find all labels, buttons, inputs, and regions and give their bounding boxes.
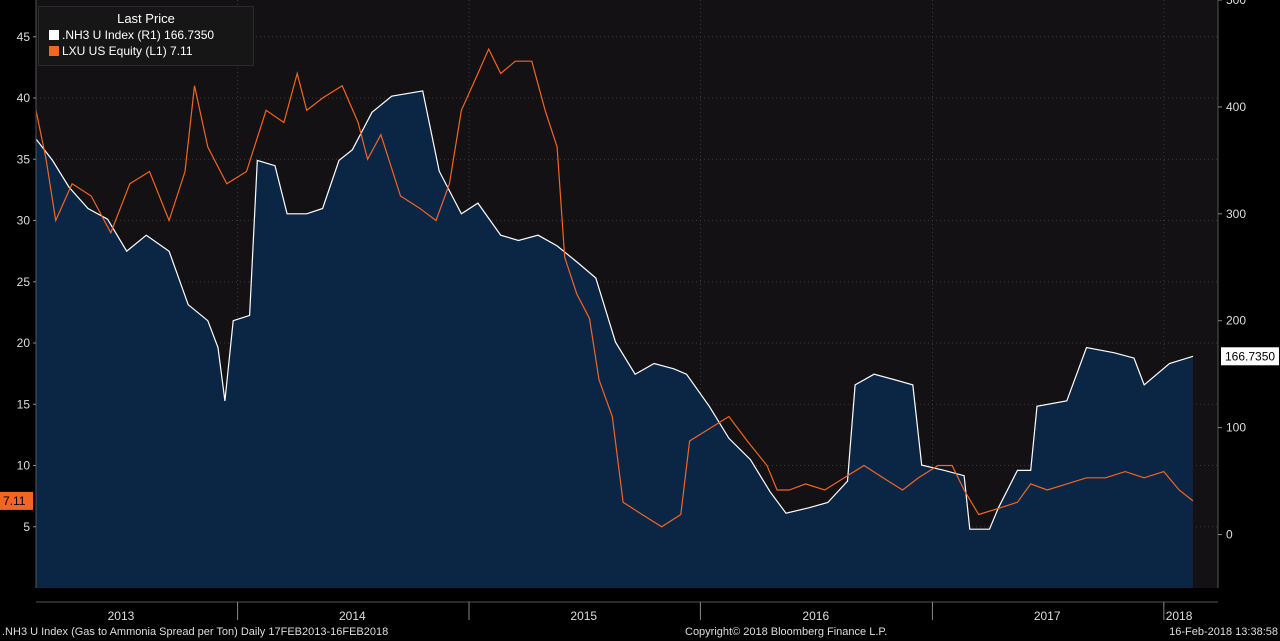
legend-swatch-lxu <box>49 46 59 56</box>
x-axis-band <box>0 588 1280 624</box>
lxu-last-value-box <box>0 491 33 510</box>
right-tick-label: 400 <box>1226 100 1246 114</box>
x-tick-label: 2018 <box>1166 609 1193 623</box>
legend-item-nh3: .NH3 U Index (R1) 166.7350 <box>49 28 253 42</box>
legend-title: Last Price <box>117 11 175 26</box>
footer-timestamp: 16-Feb-2018 13:38:58 <box>1169 626 1278 638</box>
left-tick-label: 45 <box>17 30 31 44</box>
nh3-line <box>35 90 1194 530</box>
x-tick-label: 2016 <box>802 609 829 623</box>
chart-canvas: 2013 2014 2015 2016 2017 2018 5 10 15 20 25 30 35 40 4… <box>0 0 1280 624</box>
left-tick-label: 25 <box>17 275 31 289</box>
right-tick-label: 500 <box>1226 0 1246 7</box>
right-tick-label: 200 <box>1226 314 1246 328</box>
footer-copyright: Copyright© 2018 Bloomberg Finance L.P. <box>685 626 888 638</box>
legend-label-lxu: LXU US Equity (L1) 7.11 <box>62 44 193 58</box>
x-tick-label: 2014 <box>339 609 366 623</box>
left-tick-label: 15 <box>17 397 31 411</box>
lxu-last-value-label: 7.11 <box>3 494 26 508</box>
left-tick-label: 40 <box>17 91 31 105</box>
nh3-last-value-box <box>1221 347 1279 366</box>
nh3-last-value-label: 166.7350 <box>1225 349 1275 363</box>
right-tick-label: 300 <box>1226 207 1246 221</box>
x-tick-label: 2017 <box>1034 609 1061 623</box>
legend-item-lxu: LXU US Equity (L1) 7.11 <box>49 44 253 58</box>
left-tick-label: 35 <box>17 152 31 166</box>
left-tick-label: 10 <box>17 459 31 473</box>
x-tick-label: 2013 <box>108 609 135 623</box>
x-tick-label: 2015 <box>570 609 597 623</box>
right-tick-label: 0 <box>1226 528 1233 542</box>
footer-description: .NH3 U Index (Gas to Ammonia Spread per … <box>2 626 389 638</box>
left-tick-label: 5 <box>23 520 30 534</box>
legend-swatch-nh3 <box>49 30 59 40</box>
left-tick-label: 30 <box>17 214 31 228</box>
right-tick-label: 100 <box>1226 421 1246 435</box>
legend-label-nh3: .NH3 U Index (R1) 166.7350 <box>62 28 215 42</box>
left-tick-label: 20 <box>17 336 31 350</box>
lxu-line <box>35 47 1194 528</box>
chart-legend: Last Price .NH3 U Index (R1) 166.7350 LX… <box>38 6 254 66</box>
